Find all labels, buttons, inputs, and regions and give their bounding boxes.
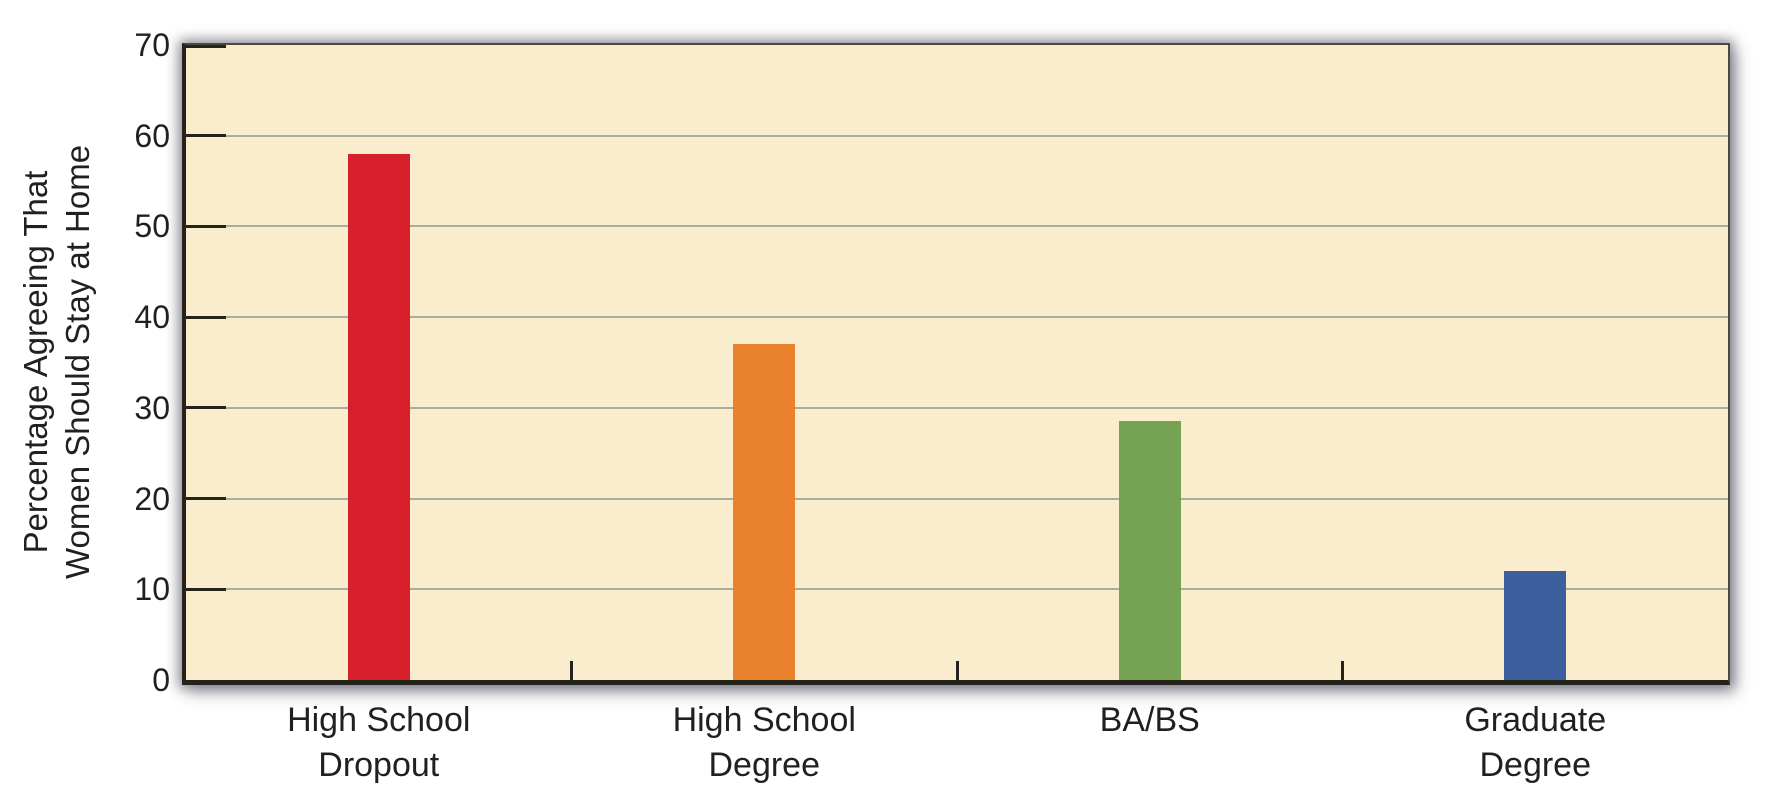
x-category-label-2-line-1: High School: [672, 701, 856, 739]
x-axis-tick-3: [1341, 661, 1344, 680]
y-axis-tick-30: [186, 406, 226, 410]
gridline-30: [186, 406, 1728, 409]
y-tick-label-30: 30: [134, 389, 170, 426]
x-category-label-4-line-1: Graduate: [1464, 701, 1607, 739]
gridline-10: [186, 588, 1728, 591]
gridline-40: [186, 316, 1728, 319]
bar-graduate-degree: [1504, 571, 1567, 680]
y-tick-label-10: 10: [134, 571, 170, 608]
x-axis-tick-2: [955, 661, 959, 680]
x-category-label-3-line-1: BA/BS: [1099, 701, 1200, 739]
y-axis-tick-60: [186, 134, 226, 138]
x-category-label-2-line-2: Degree: [708, 746, 820, 784]
x-category-label-1-line-1: High School: [287, 701, 471, 739]
y-axis-tick-40: [186, 315, 226, 319]
y-axis-tick-70: [186, 45, 226, 48]
y-tick-label-40: 40: [134, 299, 170, 336]
y-axis-title-line-1: Percentage Agreeing That: [17, 170, 54, 554]
y-tick-label-70: 70: [134, 27, 170, 63]
y-tick-label-20: 20: [134, 480, 170, 517]
x-category-label-1: High School Dropout: [186, 698, 572, 787]
x-axis-tick-1: [570, 661, 573, 680]
gridline-60: [186, 134, 1728, 137]
y-tick-label-60: 60: [134, 117, 170, 154]
x-category-label-4-line-2: Degree: [1479, 746, 1591, 784]
gridline-50: [186, 225, 1728, 228]
x-category-label-4: Graduate Degree: [1343, 698, 1729, 787]
y-tick-label-50: 50: [134, 208, 170, 245]
y-axis-tick-20: [186, 497, 226, 501]
gridline-20: [186, 497, 1728, 500]
bar-high-school-degree: [733, 344, 796, 680]
bar-ba-bs: [1118, 421, 1181, 680]
x-category-label-1-line-2: Dropout: [318, 746, 440, 784]
x-category-label-2: High School Degree: [572, 698, 958, 787]
bar-high-school-dropout: [347, 153, 410, 680]
plot-area: [182, 43, 1730, 685]
y-axis-tick-50: [186, 224, 226, 228]
y-axis-tick-10: [186, 587, 226, 591]
y-tick-label-0: 0: [152, 662, 170, 698]
x-category-label-3: BA/BS: [957, 698, 1343, 743]
